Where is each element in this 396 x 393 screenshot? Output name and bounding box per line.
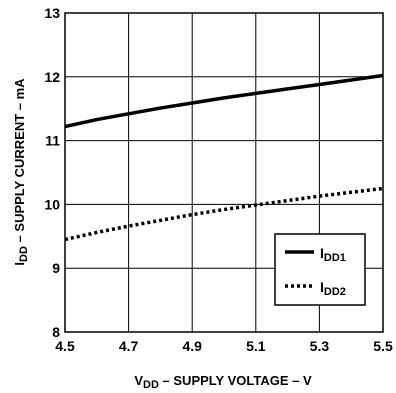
x-tick-label: 5.5: [373, 338, 393, 354]
y-tick-label: 11: [45, 133, 60, 149]
y-tick-label: 12: [44, 69, 60, 85]
plot-frame: [64, 12, 384, 333]
series-line-dd1: [64, 73, 384, 129]
y-tick-label: 8: [52, 324, 60, 340]
y-axis-label: IDD – SUPPLY CURRENT – mA: [12, 78, 30, 266]
y-tick-label: 10: [44, 196, 60, 212]
series-line-dd2: [64, 186, 384, 242]
legend-label-idd1: IDD1: [320, 245, 346, 264]
x-tick-label: 5.1: [246, 338, 266, 354]
x-axis-label: VDD – SUPPLY VOLTAGE – V: [134, 373, 312, 391]
legend-label-idd2: IDD2: [320, 279, 346, 298]
legend-box: [274, 233, 366, 306]
series-lines: [64, 73, 384, 242]
y-tick-label: 9: [52, 260, 60, 276]
x-tick-label: 4.7: [119, 338, 139, 354]
y-tick-labels: 8 9 10 11 12 13: [44, 5, 60, 340]
y-tick-label: 13: [44, 5, 60, 21]
x-tick-label: 4.5: [55, 338, 75, 354]
x-tick-label: 5.3: [310, 338, 330, 354]
x-tick-labels: 4.5 4.7 4.9 5.1 5.3 5.5: [55, 338, 393, 354]
x-tick-label: 4.9: [182, 338, 202, 354]
legend: IDD1 IDD2: [274, 233, 366, 306]
